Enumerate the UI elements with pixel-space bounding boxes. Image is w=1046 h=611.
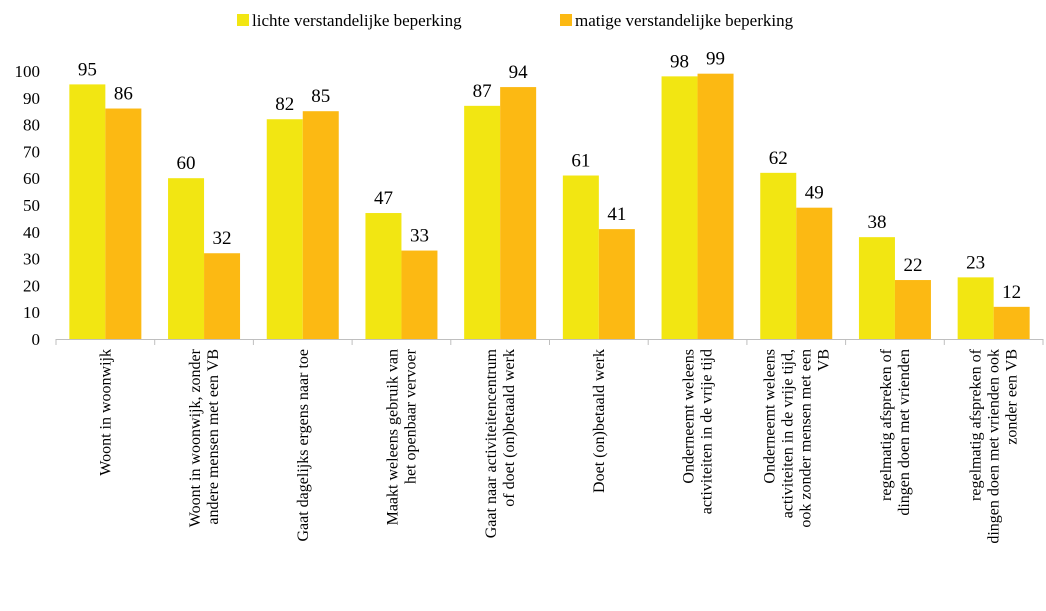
data-label: 22	[903, 255, 922, 276]
y-tick-label: 60	[23, 169, 40, 188]
bar-lichte-9	[858, 237, 895, 339]
y-tick-label: 90	[23, 89, 40, 108]
category-label-9: regelmatig afspreken ofdingen doen met v…	[878, 348, 913, 515]
data-label: 94	[509, 62, 529, 83]
data-labels: 95 86 60 32 82 85 47 33 87 94 61 41 98 99 62 49 38 22 23 12	[78, 49, 1021, 303]
category-label-line: of doet (on)betaald werk	[501, 349, 518, 507]
bar-lichte-10	[957, 277, 994, 339]
category-label-line: ook zonder mensen met een	[797, 349, 814, 528]
bar-matige-5	[500, 87, 537, 339]
data-label: 32	[213, 228, 232, 249]
legend-label-1: lichte verstandelijke beperking	[252, 11, 462, 30]
category-label-4: Maakt weleens gebruik vanhet openbaar ve…	[384, 348, 419, 525]
bar-matige-3	[302, 111, 339, 339]
category-label-10: regelmatig afspreken ofdingen doen met v…	[968, 348, 1021, 543]
category-label-line: regelmatig afspreken of	[878, 348, 895, 501]
bar-lichte-2	[168, 178, 205, 339]
category-label-line: Woont in woonwijk	[97, 349, 114, 476]
category-label-5: Gaat naar activiteitencentrumof doet (on…	[483, 348, 518, 538]
y-tick-label: 50	[23, 196, 40, 215]
y-tick-label: 0	[32, 330, 41, 349]
category-label-line: dingen doen met vrienden	[896, 349, 913, 516]
bar-lichte-1	[69, 84, 106, 340]
legend-swatch-1	[237, 14, 249, 26]
category-label-line: VB	[815, 349, 832, 371]
category-label-line: Doet (on)betaald werk	[591, 349, 608, 493]
category-label-line: het openbaar vervoer	[402, 348, 419, 484]
bar-matige-4	[401, 250, 438, 339]
bar-matige-8	[796, 207, 833, 339]
category-label-8: Onderneemt weleensactiviteiten in de vri…	[761, 349, 832, 528]
data-label: 62	[769, 148, 788, 169]
bar-lichte-8	[760, 172, 797, 339]
legend-swatch-2	[560, 14, 572, 26]
category-label-2: Woont in woonwijk, zonderandere mensen m…	[187, 348, 222, 527]
data-label: 41	[607, 204, 626, 225]
bar-lichte-7	[661, 76, 698, 340]
data-label: 85	[311, 86, 330, 107]
category-label-1: Woont in woonwijk	[97, 349, 114, 476]
x-axis: Woont in woonwijk Woont in woonwijk, zond…	[55, 339, 1044, 544]
bar-matige-9	[894, 280, 931, 339]
data-label: 99	[706, 49, 725, 70]
data-label: 61	[571, 151, 590, 172]
data-label: 33	[410, 226, 429, 247]
category-label-6: Doet (on)betaald werk	[591, 349, 608, 493]
category-label-line: activiteiten in de vrije tijd,	[779, 349, 796, 518]
category-label-line: Gaat naar activiteitencentrum	[483, 348, 500, 538]
data-label: 47	[374, 188, 393, 209]
data-label: 60	[177, 153, 196, 174]
bar-lichte-4	[365, 213, 402, 339]
category-label-line: Onderneemt weleens	[681, 349, 698, 484]
bar-matige-1	[105, 108, 142, 340]
category-label-line: regelmatig afspreken of	[968, 348, 985, 501]
bar-matige-2	[204, 253, 241, 339]
y-tick-label: 80	[23, 116, 40, 135]
bar-lichte-6	[562, 175, 599, 339]
y-tick-label: 100	[15, 62, 41, 81]
category-label-line: andere mensen met een VB	[205, 349, 222, 525]
y-tick-label: 20	[23, 276, 40, 295]
category-label-line: Onderneemt weleens	[761, 349, 778, 484]
bar-lichte-5	[464, 105, 501, 339]
bar-lichte-3	[266, 119, 303, 340]
y-tick-label: 10	[23, 303, 40, 322]
category-label-line: Woont in woonwijk, zonder	[187, 348, 204, 527]
category-label-line: dingen doen met vrienden ook	[986, 349, 1003, 544]
data-label: 87	[473, 81, 492, 102]
category-label-line: activiteiten in de vrije tijd	[699, 349, 716, 514]
y-tick-label: 70	[23, 142, 40, 161]
bar-matige-7	[697, 73, 734, 340]
category-label-7: Onderneemt weleensactiviteiten in de vri…	[681, 349, 716, 514]
y-tick-label: 30	[23, 250, 40, 269]
bar-matige-10	[993, 306, 1030, 339]
data-label: 38	[867, 212, 886, 233]
y-axis: 0 10 20 30 40 50 60 70 80 90 100	[15, 62, 41, 349]
data-label: 98	[670, 51, 689, 72]
legend: lichte verstandelijke beperking matige ve…	[237, 11, 794, 30]
data-label: 12	[1002, 282, 1021, 303]
data-label: 86	[114, 84, 133, 105]
category-label-line: Maakt weleens gebruik van	[384, 349, 401, 525]
data-label: 23	[966, 252, 985, 273]
category-label-line: Gaat dagelijks ergens naar toe	[295, 349, 312, 542]
data-label: 82	[275, 94, 294, 115]
data-label: 49	[805, 183, 824, 204]
category-label-3: Gaat dagelijks ergens naar toe	[295, 349, 312, 542]
legend-label-2: matige verstandelijke beperking	[575, 11, 794, 30]
category-label-line: zonder een VB	[1004, 349, 1021, 445]
bar-matige-6	[598, 229, 635, 339]
y-tick-label: 40	[23, 223, 40, 242]
data-label: 95	[78, 59, 97, 80]
bars	[69, 73, 1030, 340]
